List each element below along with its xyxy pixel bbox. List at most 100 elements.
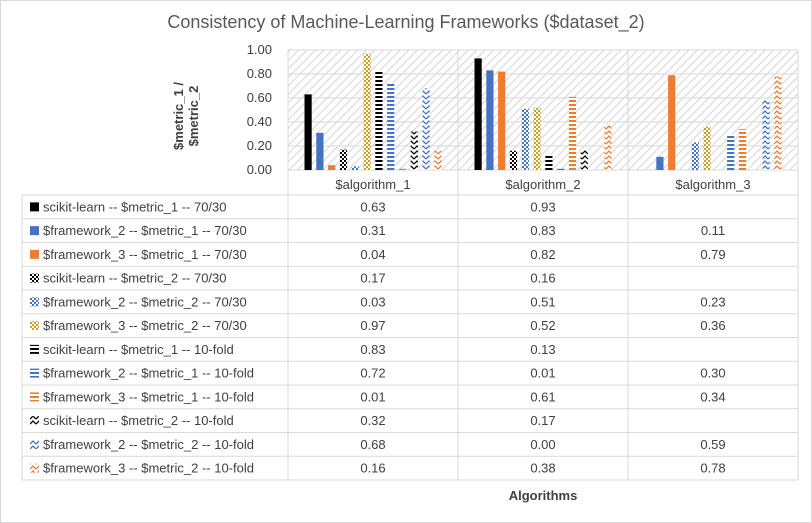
bar <box>656 156 664 170</box>
y-axis-tick-labels: 0.00 0.20 0.40 0.60 0.80 1.00 <box>247 42 272 177</box>
y-tick-label: 0.80 <box>247 66 272 81</box>
plot-area <box>288 50 798 170</box>
y-tick-label: 1.00 <box>247 42 272 57</box>
bar <box>339 149 348 170</box>
table-cell-value: 0.31 <box>360 223 385 238</box>
legend-entry: $framework_2 -- $metric_1 -- 10-fold <box>43 366 254 381</box>
table-cell-value: 0.83 <box>530 223 555 238</box>
table-cell-value: 0.04 <box>360 247 385 262</box>
data-table: $algorithm_1 $algorithm_2 $algorithm_3scik… <box>21 50 799 481</box>
legend-entry: scikit-learn -- $metric_1 -- 10-fold <box>43 342 234 357</box>
table-cell-value: 0.00 <box>530 437 555 452</box>
table-cell-value: 0.61 <box>530 389 555 404</box>
legend-key <box>30 368 39 378</box>
x-tick-label: $algorithm_2 <box>505 177 580 192</box>
bar <box>351 166 359 170</box>
legend-entry: $framework_3 -- $metric_1 -- 70/30 <box>43 247 247 262</box>
table-cell-value: 0.11 <box>701 223 725 238</box>
legend-entry: scikit-learn -- $metric_2 -- 70/30 <box>43 271 227 286</box>
bar <box>328 165 336 170</box>
table-cell-value: 0.51 <box>530 294 555 309</box>
chart-title: Consistency of Machine-Learning Framewor… <box>167 12 645 32</box>
table-cell-value: 0.38 <box>530 461 555 476</box>
bar <box>568 96 577 170</box>
bar <box>604 124 612 170</box>
bar <box>422 88 430 170</box>
y-tick-label: 0.60 <box>247 90 272 105</box>
table-cell-value: 0.59 <box>700 437 725 452</box>
bar <box>521 108 529 170</box>
table-cell-value: 0.01 <box>530 366 555 381</box>
x-tick-label: $algorithm_3 <box>675 177 750 192</box>
table-cell-value: 0.82 <box>530 247 555 262</box>
table-cell-value: 0.34 <box>700 389 725 404</box>
y-tick-label: 0.40 <box>247 114 272 129</box>
bar <box>727 134 735 170</box>
table-cell-value: 0.23 <box>700 294 725 309</box>
legend-entry: $framework_3 -- $metric_2 -- 70/30 <box>43 318 247 333</box>
bar <box>545 154 553 170</box>
table-cell-value: 0.03 <box>360 294 385 309</box>
bar <box>703 126 711 170</box>
table-cell-value: 0.83 <box>360 342 385 357</box>
table-cell-value: 0.01 <box>360 389 385 404</box>
bar <box>557 168 565 170</box>
table-cell-value: 0.16 <box>530 271 555 286</box>
table-cell-value: 0.78 <box>700 461 725 476</box>
bar <box>434 150 442 170</box>
table-cell-value: 0.72 <box>360 366 385 381</box>
table-cell-value: 0.17 <box>360 271 385 286</box>
legend-entry: $framework_3 -- $metric_1 -- 10-fold <box>43 389 254 404</box>
bar <box>498 71 506 170</box>
bar <box>387 83 395 170</box>
bar <box>509 150 518 170</box>
bar <box>375 70 383 170</box>
bar <box>580 149 588 170</box>
bar <box>316 132 324 170</box>
bar <box>738 129 747 170</box>
legend-entry: $framework_2 -- $metric_2 -- 10-fold <box>43 437 254 452</box>
table-cell-value: 0.32 <box>360 413 385 428</box>
legend-entry: $framework_2 -- $metric_2 -- 70/30 <box>43 294 247 309</box>
bar <box>486 70 494 170</box>
table-cell-value: 0.36 <box>700 318 725 333</box>
x-tick-label: $algorithm_1 <box>335 177 410 192</box>
bar <box>304 94 312 170</box>
legend-key <box>30 416 39 426</box>
table-cell-value: 0.68 <box>360 437 385 452</box>
table-cell-value: 0.52 <box>530 318 555 333</box>
legend-key <box>30 439 39 449</box>
bar <box>774 76 782 170</box>
legend-key <box>30 344 39 354</box>
table-cell-value: 0.79 <box>700 247 725 262</box>
bar <box>363 53 371 170</box>
table-cell-value: 0.16 <box>360 461 385 476</box>
bars <box>304 53 782 170</box>
bar <box>668 75 676 170</box>
table-cell-value: 0.30 <box>700 366 725 381</box>
table-cell-value: 0.13 <box>530 342 555 357</box>
legend-key <box>30 297 39 307</box>
bar <box>762 99 770 170</box>
table-cell-value: 0.97 <box>360 318 385 333</box>
y-tick-label: 0.00 <box>247 162 272 177</box>
bar <box>691 142 699 170</box>
legend-key <box>30 463 39 473</box>
table-cell-value: 0.63 <box>360 199 385 214</box>
legend-key <box>30 321 39 331</box>
legend-key <box>30 202 39 212</box>
gridlines <box>288 49 798 171</box>
legend-entry: scikit-learn -- $metric_2 -- 10-fold <box>43 413 234 428</box>
bar <box>533 107 541 170</box>
bar <box>410 131 418 170</box>
legend-entry: scikit-learn -- $metric_1 -- 70/30 <box>43 199 227 214</box>
y-tick-label: 0.20 <box>247 138 272 153</box>
legend-entry: $framework_3 -- $metric_2 -- 10-fold <box>43 461 254 476</box>
legend-key <box>30 249 39 259</box>
legend-key <box>30 226 39 236</box>
legend-key <box>30 392 39 402</box>
bar <box>398 168 407 170</box>
table-cell-value: 0.17 <box>530 413 555 428</box>
table-cell-value: 0.93 <box>530 199 555 214</box>
